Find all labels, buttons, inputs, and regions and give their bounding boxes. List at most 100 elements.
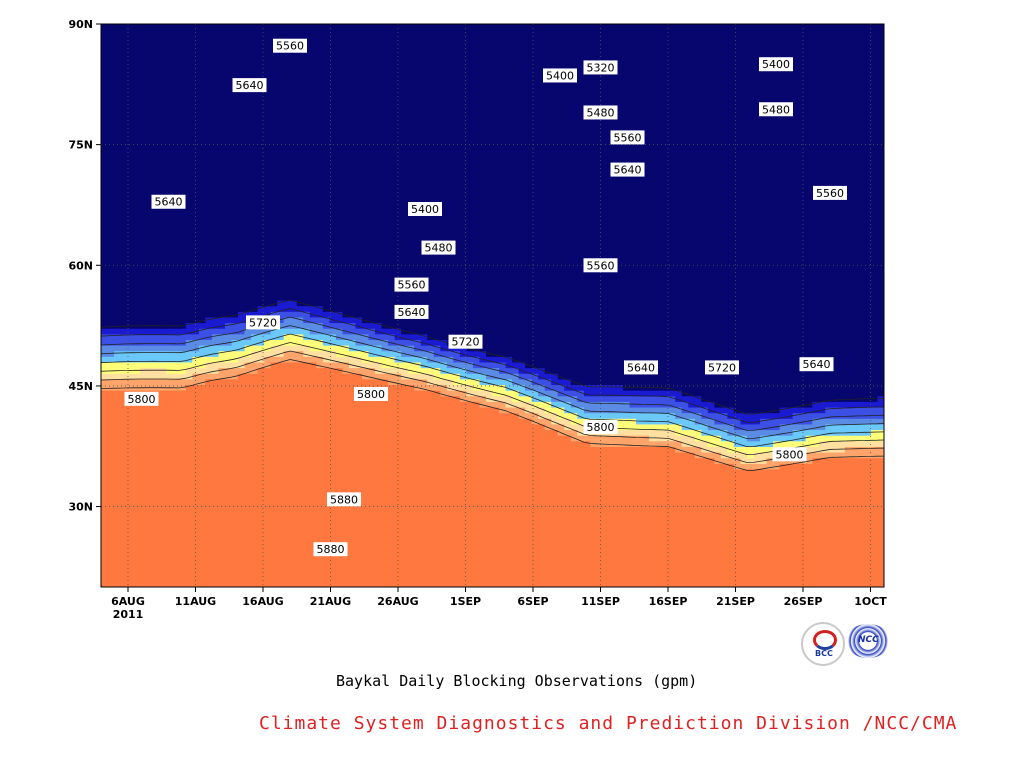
contour-fill-cell — [394, 384, 402, 391]
contour-fill-cell — [362, 541, 370, 549]
contour-fill-cell — [479, 395, 487, 402]
contour-fill-cell — [185, 541, 194, 549]
contour-fill-cell — [655, 361, 663, 369]
contour-fill-cell — [773, 558, 781, 566]
contour-fill-cell — [375, 553, 383, 560]
contour-fill-cell — [296, 480, 304, 487]
contour-fill-cell — [877, 508, 884, 515]
contour-fill-cell — [368, 525, 376, 532]
contour-fill-cell — [440, 440, 448, 447]
contour-fill-cell — [446, 496, 455, 504]
contour-fill-cell — [792, 536, 800, 543]
contour-fill-cell — [877, 530, 884, 538]
contour-fill-cell — [642, 378, 650, 386]
contour-fill-cell — [290, 502, 298, 509]
contour-fill-cell — [401, 485, 409, 492]
contour-fill-cell — [381, 367, 389, 374]
contour-fill-cell — [433, 367, 441, 374]
contour-fill-cell — [283, 401, 291, 408]
contour-fill-cell — [760, 513, 768, 521]
contour-fill-cell — [401, 401, 409, 408]
contour-fill-cell — [499, 367, 507, 374]
contour-fill-cell — [844, 384, 853, 391]
contour-fill-cell — [629, 418, 637, 425]
contour-fill-cell — [753, 440, 761, 447]
contour-fill-cell — [479, 412, 487, 419]
contour-fill-cell — [172, 418, 180, 425]
contour-fill-cell — [701, 536, 709, 543]
contour-fill-cell — [244, 389, 252, 397]
contour-fill-cell — [316, 395, 324, 402]
contour-fill-cell — [388, 468, 396, 476]
contour-fill-cell — [283, 485, 291, 492]
contour-fill-cell — [453, 468, 461, 476]
contour-fill-cell — [564, 356, 572, 363]
contour-fill-cell — [270, 474, 278, 481]
contour-fill-cell — [603, 451, 611, 459]
contour-fill-cell — [557, 373, 565, 380]
contour-fill-cell — [401, 502, 409, 509]
contour-fill-cell — [179, 485, 187, 492]
contour-fill-cell — [251, 384, 259, 391]
contour-fill-cell — [773, 581, 781, 587]
contour-fill-cell — [114, 350, 122, 357]
contour-fill-cell — [577, 463, 585, 470]
contour-fill-cell — [499, 541, 507, 549]
contour-fill-cell — [799, 570, 807, 577]
contour-fill-cell — [701, 434, 709, 442]
contour-fill-cell — [198, 581, 207, 587]
contour-fill-cell — [701, 575, 709, 583]
contour-fill-cell — [414, 423, 422, 431]
contour-fill-cell — [623, 468, 631, 476]
contour-fill-cell — [453, 480, 461, 487]
contour-fill-cell — [335, 446, 344, 453]
contour-fill-cell — [459, 536, 468, 543]
contour-fill-cell — [309, 508, 318, 515]
contour-fill-cell — [231, 350, 239, 357]
contour-fill-cell — [264, 389, 272, 397]
contour-fill-cell — [642, 451, 650, 459]
contour-fill-cell — [583, 395, 592, 402]
contour-fill-cell — [518, 451, 526, 459]
contour-fill-cell — [427, 480, 435, 487]
contour-fill-cell — [466, 406, 474, 414]
contour-fill-cell — [309, 547, 318, 554]
contour-fill-cell — [518, 468, 526, 476]
contour-fill-cell — [616, 418, 624, 425]
contour-fill-cell — [453, 384, 461, 391]
contour-fill-cell — [466, 564, 474, 571]
contour-fill-cell — [348, 406, 357, 414]
contour-fill-cell — [446, 558, 455, 566]
contour-fill-cell — [303, 406, 311, 414]
contour-fill-cell — [244, 384, 252, 391]
contour-fill-cell — [407, 468, 415, 476]
contour-fill-cell — [727, 508, 735, 515]
contour-fill-cell — [636, 446, 644, 453]
contour-fill-cell — [433, 547, 441, 554]
contour-fill-cell — [773, 468, 781, 476]
contour-fill-cell — [401, 446, 409, 453]
contour-fill-cell — [342, 451, 350, 459]
contour-fill-cell — [251, 412, 259, 419]
contour-fill-cell — [857, 373, 866, 380]
contour-fill-cell — [231, 480, 239, 487]
contour-fill-cell — [746, 401, 755, 408]
contour-fill-cell — [564, 553, 572, 560]
contour-fill-cell — [205, 468, 213, 476]
contour-fill-cell — [792, 367, 800, 374]
contour-fill-cell — [792, 485, 800, 492]
contour-fill-cell — [218, 575, 226, 583]
contour-fill-cell — [205, 474, 213, 481]
contour-fill-cell — [303, 536, 311, 543]
contour-fill-cell — [538, 446, 546, 453]
contour-fill-cell — [238, 406, 246, 414]
contour-fill-cell — [792, 575, 800, 583]
contour-fill-cell — [544, 395, 552, 402]
contour-fill-cell — [472, 457, 481, 464]
contour-fill-cell — [322, 412, 331, 419]
contour-fill-cell — [636, 468, 644, 476]
contour-fill-cell — [290, 474, 298, 481]
contour-fill-cell — [655, 378, 663, 386]
contour-fill-cell — [740, 412, 748, 419]
contour-fill-cell — [701, 406, 709, 414]
